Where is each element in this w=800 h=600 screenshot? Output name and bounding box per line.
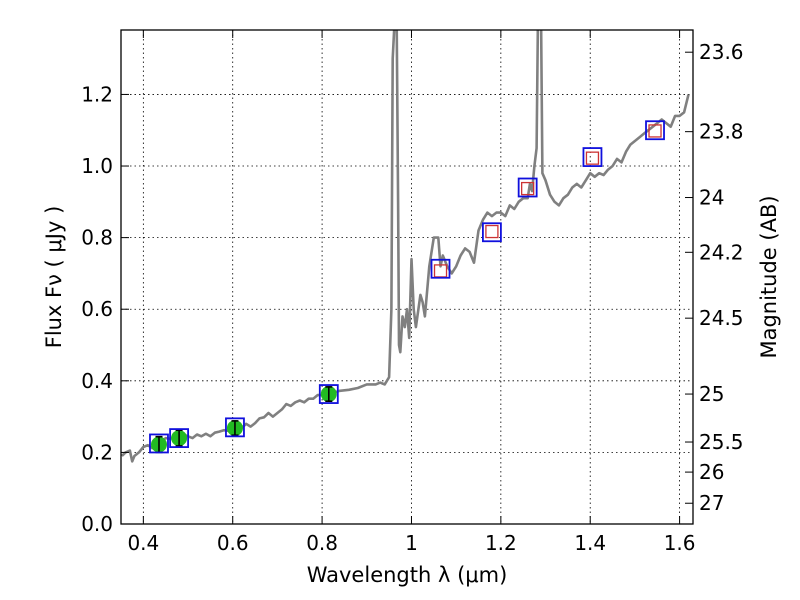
model-photometry-square — [169, 428, 189, 448]
y-tick-label: 0.6 — [81, 297, 113, 321]
upper-limit-square — [485, 224, 499, 239]
model-photometry-square — [582, 147, 603, 167]
model-photometry-square — [430, 258, 451, 279]
y2-tick-label: 23.6 — [699, 40, 744, 64]
y-tick-label: 0.2 — [81, 440, 113, 464]
tick-labels: 0.4 0.6 0.8 1 1.2 1.4 1.6 0.0 0.2 0.4 0.6 0.8 1.0 1.2… — [81, 40, 743, 555]
y2-tick-label: 24.5 — [699, 306, 744, 330]
y2-tick-label: 25.5 — [699, 430, 744, 454]
x-axis-label: Wavelength λ (μm) — [307, 563, 508, 587]
upper-limit-square — [648, 124, 662, 138]
x-tick-label: 1.4 — [574, 531, 606, 555]
model-photometry-square — [482, 222, 502, 243]
y2-tick-label: 26 — [699, 460, 724, 484]
model-photometry-square — [149, 433, 169, 454]
model-photometry-square — [517, 177, 538, 198]
y-tick-label: 0.0 — [81, 512, 113, 536]
y2-tick-label: 25 — [699, 382, 724, 406]
spectrum-line — [121, 30, 690, 463]
y-tick-label: 0.8 — [81, 226, 113, 250]
x-tick-label: 0.8 — [306, 531, 338, 555]
y2-tick-label: 24.2 — [699, 240, 744, 264]
x-tick-label: 0.6 — [217, 531, 249, 555]
y2-tick-label: 23.8 — [699, 120, 744, 144]
x-tick-label: 0.4 — [127, 531, 159, 555]
ticks — [121, 30, 693, 525]
grid — [121, 30, 693, 525]
y-tick-label: 1.0 — [81, 154, 113, 178]
y-tick-label: 0.4 — [81, 369, 113, 393]
y-tick-label: 1.2 — [81, 82, 113, 106]
model-photometry-square — [645, 120, 665, 141]
y2-tick-label: 24 — [699, 186, 724, 210]
y2-tick-label: 27 — [699, 491, 724, 515]
y2-axis-label: Magnitude (AB) — [757, 195, 781, 358]
spectrum-layer — [121, 30, 690, 463]
model-photometry-square — [318, 384, 339, 404]
y-axis-label: Flux Fν ( μJy ) — [42, 206, 66, 349]
x-tick-label: 1.6 — [664, 531, 696, 555]
x-tick-label: 1 — [405, 531, 418, 555]
x-tick-label: 1.2 — [485, 531, 517, 555]
model-photometry-square — [225, 417, 245, 438]
plot-frame — [120, 29, 694, 525]
marker-layer — [149, 120, 665, 454]
upper-limit-square — [585, 151, 600, 165]
upper-limit-square — [521, 181, 535, 196]
